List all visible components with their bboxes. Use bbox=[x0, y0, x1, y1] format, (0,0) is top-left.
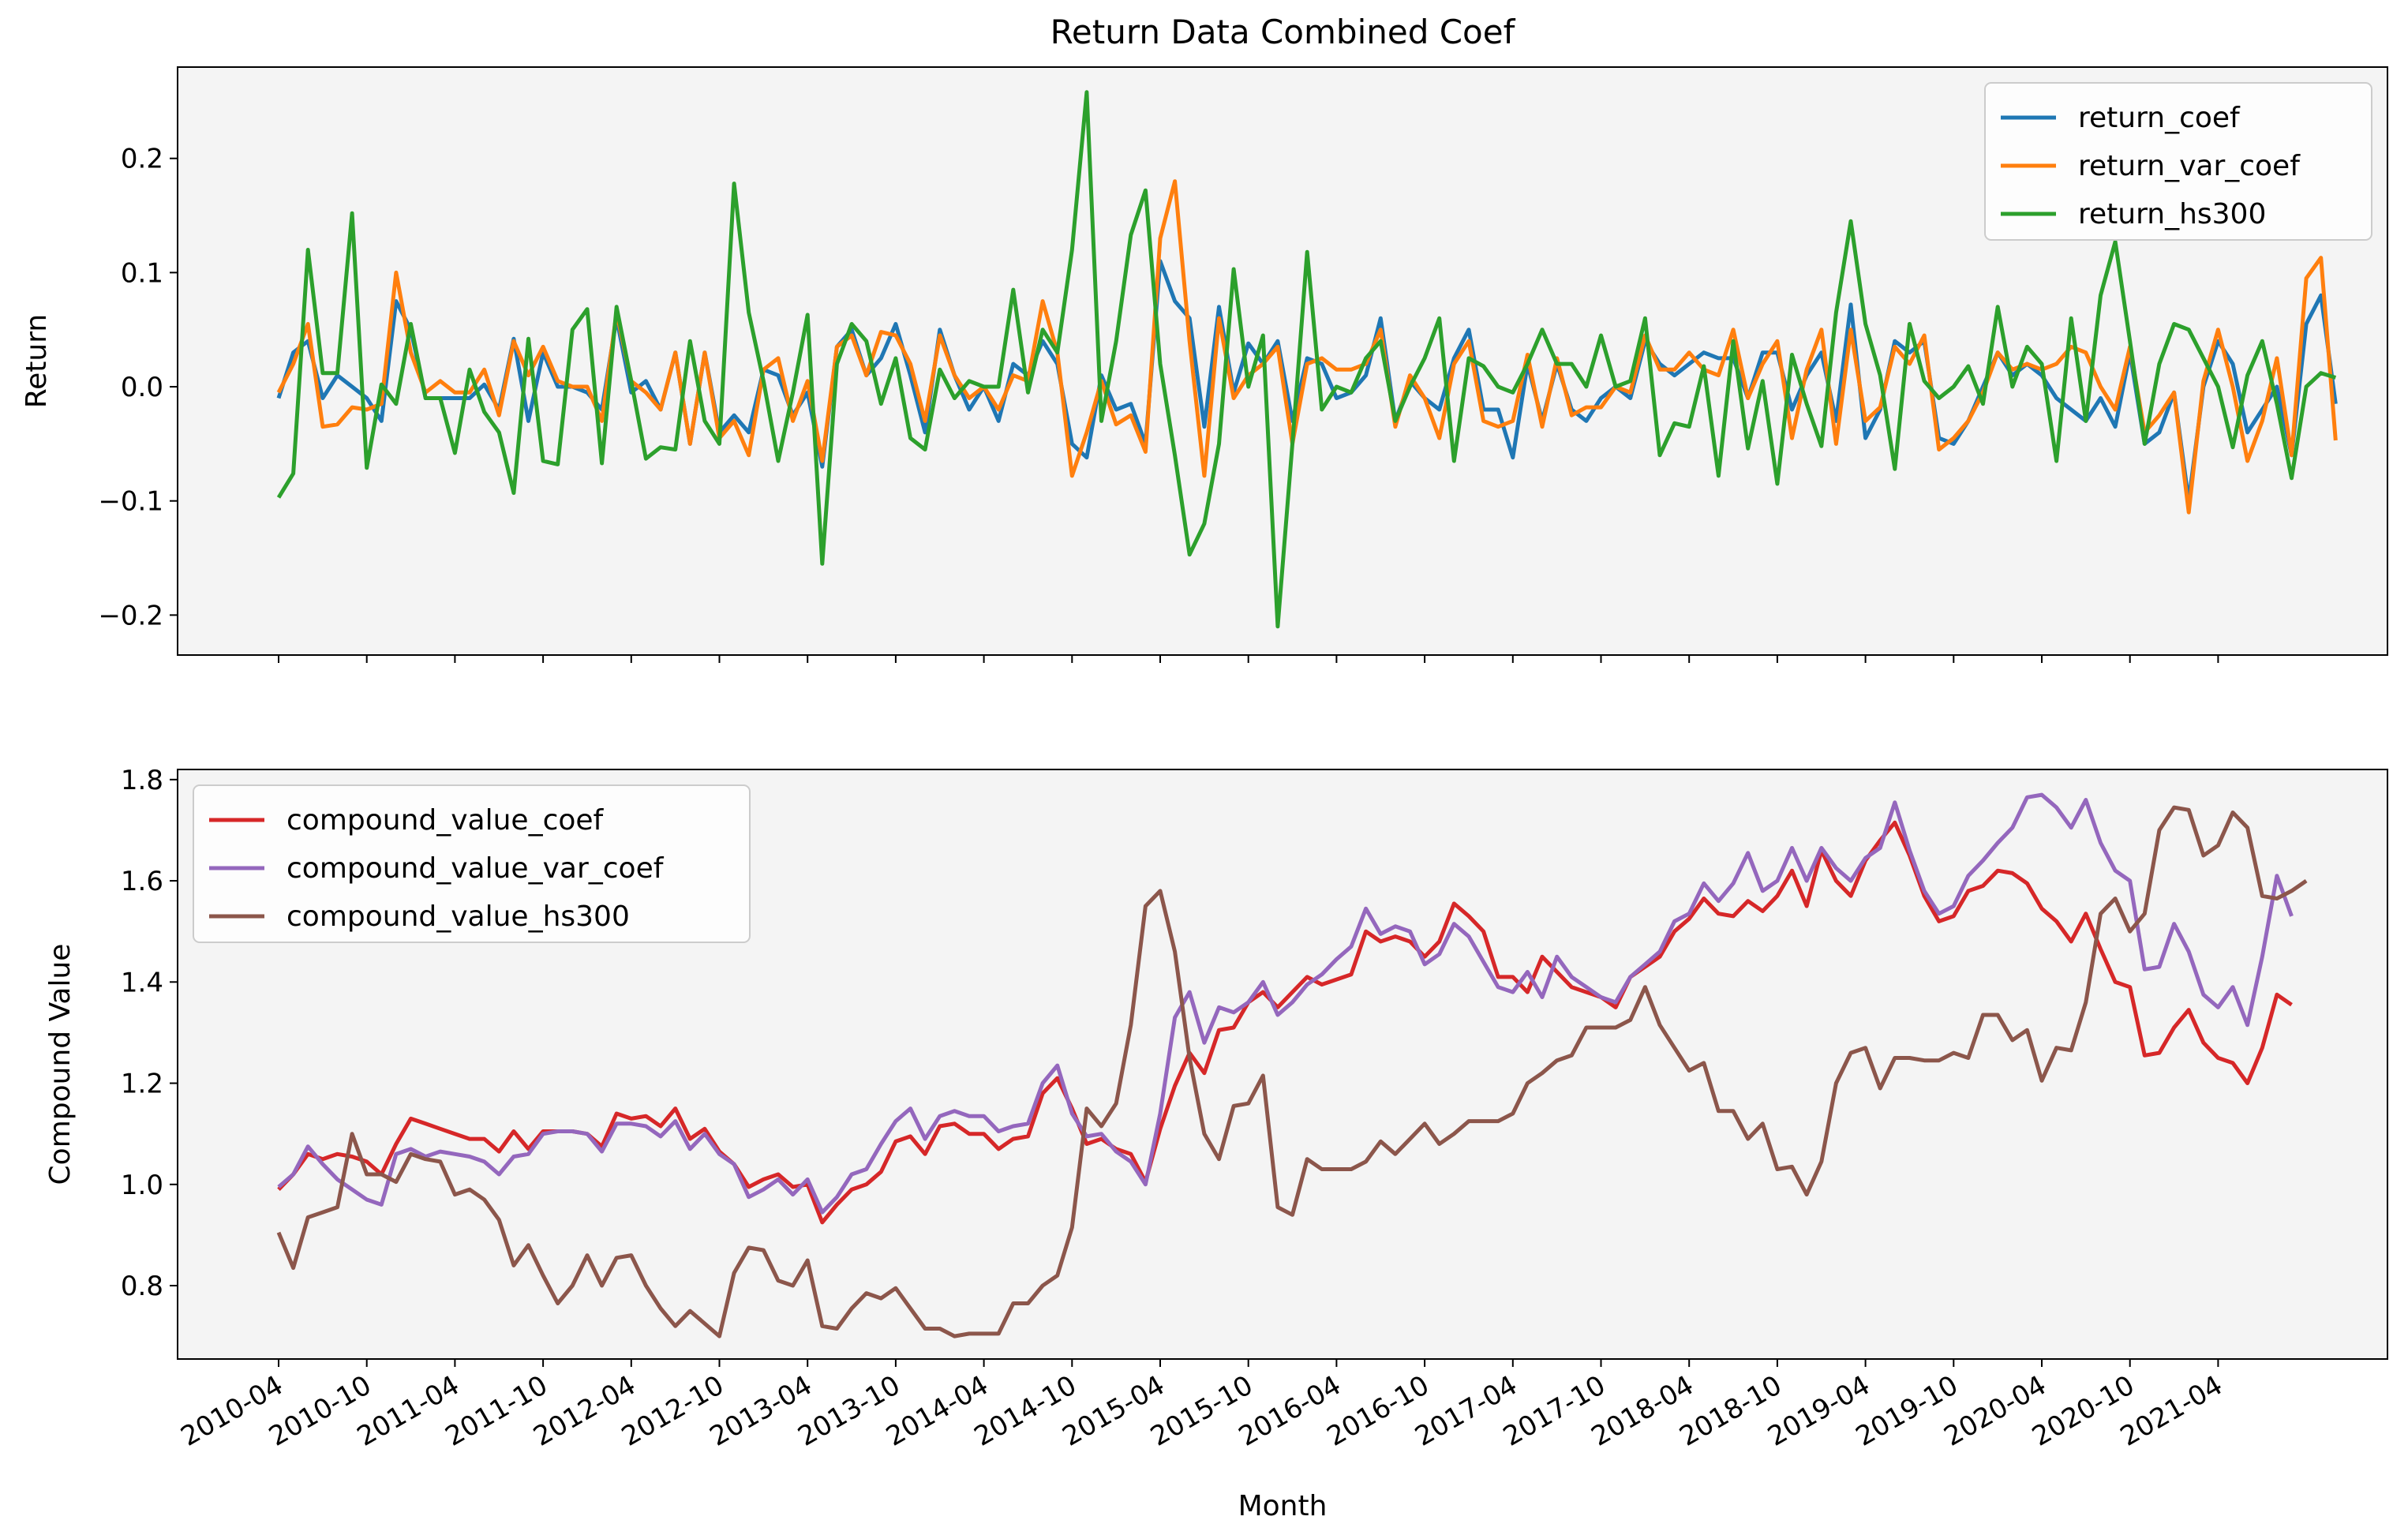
axes-frame bbox=[177, 769, 2388, 1360]
legend-label-return_var_coef: return_var_coef bbox=[2078, 150, 2301, 182]
y-tick-label: −0.2 bbox=[98, 600, 163, 631]
y-axis-label: Return bbox=[21, 314, 53, 408]
series-line-compound_value_hs300 bbox=[276, 805, 2308, 1338]
y-tick-label: 1.2 bbox=[121, 1069, 163, 1100]
y-tick-label: 0.2 bbox=[121, 144, 163, 175]
y-tick-label: 1.6 bbox=[121, 866, 163, 897]
legend-label-return_coef: return_coef bbox=[2078, 102, 2241, 134]
y-axis-label: Compound Value bbox=[44, 944, 77, 1185]
series-line-compound_value_var_coef bbox=[277, 792, 2294, 1215]
legend-box bbox=[1984, 82, 2372, 241]
legend-box bbox=[193, 784, 751, 943]
y-tick-label: 0.1 bbox=[121, 257, 163, 289]
legend: return_coef return_var_coef return_hs300 bbox=[1984, 82, 2372, 241]
compound-value-panel: 0.81.01.21.41.61.82010-042010-102011-042… bbox=[44, 765, 2388, 1453]
y-tick-label: −0.1 bbox=[98, 486, 163, 518]
y-tick-label: 1.4 bbox=[121, 967, 163, 998]
chart-title: Return Data Combined Coef bbox=[1050, 13, 1516, 51]
axes-frame bbox=[177, 66, 2388, 656]
y-tick-label: 1.8 bbox=[121, 765, 163, 796]
series-line-return_hs300 bbox=[276, 90, 2337, 629]
legend-label-compound_value_coef: compound_value_coef bbox=[286, 804, 605, 837]
series-line-compound_value_coef bbox=[277, 820, 2293, 1225]
legend-label-compound_value_var_coef: compound_value_var_coef bbox=[286, 852, 665, 885]
y-tick-label: 1.0 bbox=[121, 1170, 163, 1201]
y-tick-label: 0.8 bbox=[121, 1271, 163, 1302]
y-tick-label: 0.0 bbox=[121, 372, 163, 403]
legend-label-return_hs300: return_hs300 bbox=[2078, 198, 2266, 230]
x-axis-label: Month bbox=[1238, 1490, 1328, 1522]
legend-label-compound_value_hs300: compound_value_hs300 bbox=[286, 900, 630, 933]
return-panel: −0.2−0.10.00.10.2Returnreturn_coefreturn… bbox=[21, 66, 2388, 663]
legend: compound_value_coef compound_value_var_co… bbox=[193, 784, 751, 943]
